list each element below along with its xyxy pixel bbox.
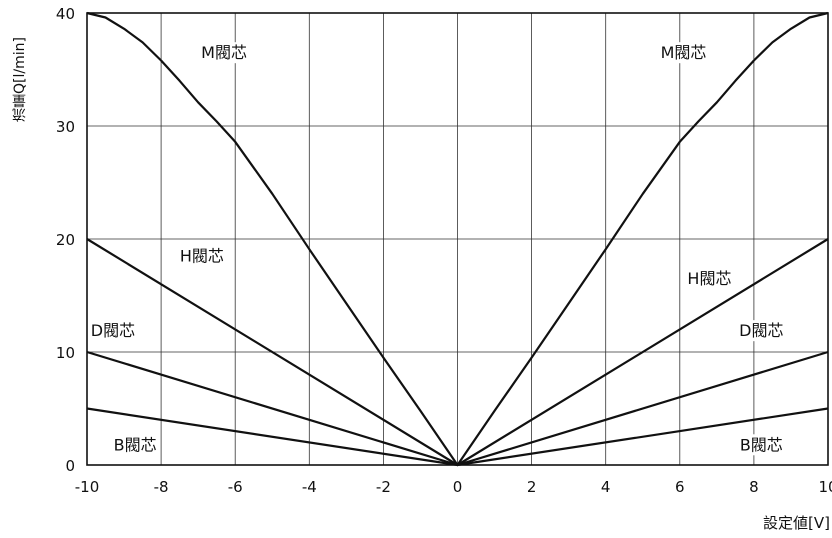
- curve-label-3: B閥芯: [111, 434, 159, 456]
- y-tick-label-2: 20: [56, 231, 75, 249]
- x-tick-label-5: 0: [453, 478, 463, 496]
- y-tick-label-3: 30: [56, 118, 75, 136]
- curve-label-4: M閥芯: [658, 42, 709, 64]
- x-tick-label-10: 10: [818, 478, 832, 496]
- svg-text:H閥芯: H閥芯: [687, 269, 731, 288]
- svg-text:B閥芯: B閥芯: [114, 435, 157, 454]
- curve-label-2: D閥芯: [88, 320, 138, 342]
- curve-label-1: H閥芯: [177, 245, 226, 267]
- svg-text:D閥芯: D閥芯: [91, 321, 135, 340]
- grid-lines: [86, 12, 829, 466]
- curve-label-0: M閥芯: [199, 42, 249, 64]
- x-tick-label-4: -2: [376, 478, 391, 496]
- x-tick-label-1: -8: [154, 478, 169, 496]
- x-tick-labels: -10 -8 -6 -4 -2 0 2 4 6 8 10: [75, 478, 832, 496]
- curve-label-7: B閥芯: [737, 434, 785, 456]
- y-tick-label-0: 0: [65, 457, 75, 475]
- svg-text:M閥芯: M閥芯: [201, 43, 247, 62]
- x-axis-title: 設定値[V]: [763, 514, 830, 532]
- x-tick-label-6: 2: [527, 478, 537, 496]
- curve-label-5: H閥芯: [685, 268, 734, 290]
- curve-labels: M閥芯 H閥芯 D閥芯 B閥芯 M閥芯 H閥芯 D閥芯 B閥芯: [88, 42, 786, 456]
- y-tick-label-4: 40: [56, 5, 75, 23]
- svg-text:D閥芯: D閥芯: [739, 321, 783, 340]
- x-tick-label-2: -6: [228, 478, 243, 496]
- svg-text:M閥芯: M閥芯: [661, 43, 707, 62]
- y-tick-label-1: 10: [56, 344, 75, 362]
- x-tick-label-3: -4: [302, 478, 317, 496]
- x-tick-label-8: 6: [675, 478, 685, 496]
- curve-label-6: D閥芯: [737, 320, 786, 342]
- x-tick-label-0: -10: [75, 478, 100, 496]
- plot-frame: [86, 12, 829, 466]
- y-tick-labels: 0 10 20 30 40: [56, 5, 75, 475]
- svg-text:H閥芯: H閥芯: [180, 247, 224, 266]
- y-axis-title: 流量Q[l/min]: [12, 37, 28, 122]
- svg-text:B閥芯: B閥芯: [740, 435, 783, 454]
- x-tick-label-7: 4: [601, 478, 611, 496]
- x-tick-label-9: 8: [749, 478, 759, 496]
